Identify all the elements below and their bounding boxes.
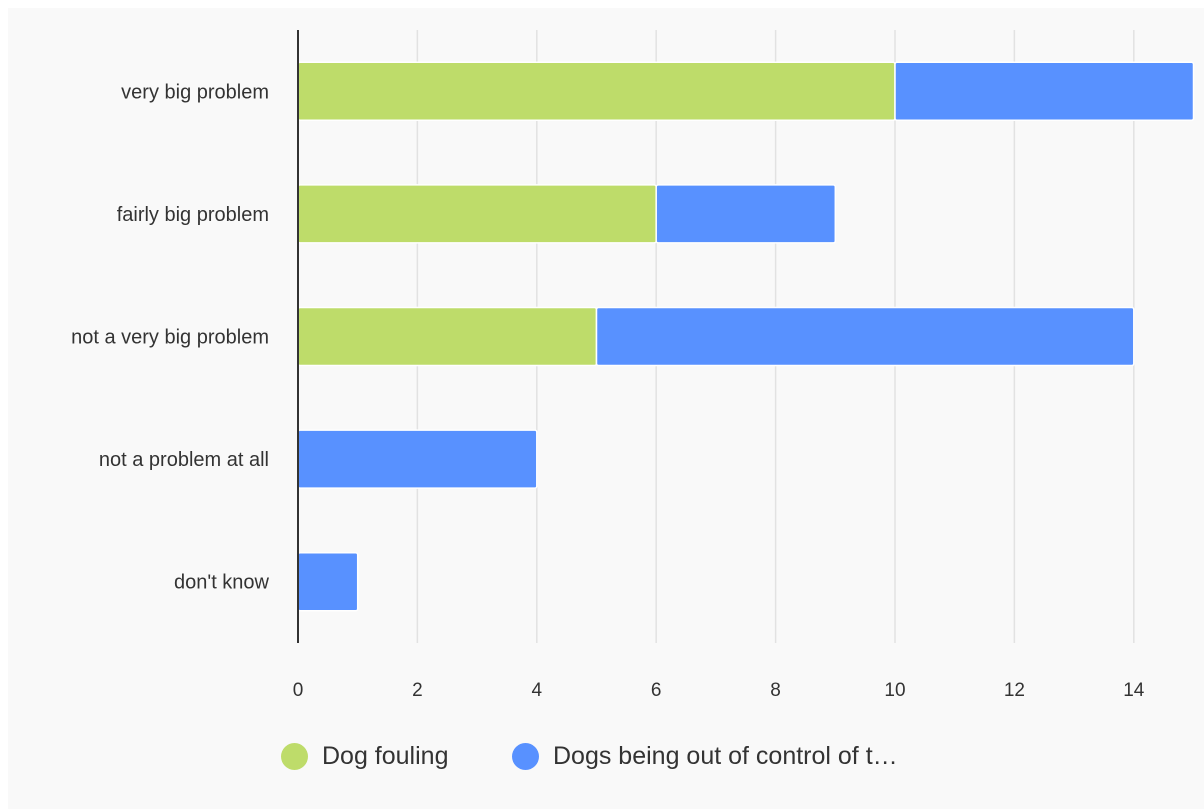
y-category-label: very big problem: [121, 81, 269, 103]
legend-item-dogs-out-of-control[interactable]: Dogs being out of control of t…: [512, 736, 898, 776]
y-category-label: not a very big problem: [71, 327, 269, 349]
stacked-bar-chart: 0 2 4 6 8 10 12 14 very big problem fairly big pr…: [71, 30, 1195, 701]
y-category-label: fairly big problem: [117, 204, 269, 226]
legend-swatch-dog-fouling: [281, 742, 308, 770]
bar-dogs-out-of-control-1[interactable]: [655, 184, 837, 244]
legend: Dog fouling Dogs being out of control of…: [8, 736, 1204, 776]
x-tick-label: 8: [770, 680, 781, 701]
tick-labels: 0 2 4 6 8 10 12 14 very big problem fairly big pr…: [71, 81, 1145, 701]
x-tick-label: 14: [1123, 680, 1145, 701]
bars: [297, 61, 1195, 612]
legend-item-dog-fouling[interactable]: Dog fouling: [281, 736, 448, 776]
bar-dogs-out-of-control-0[interactable]: [894, 61, 1195, 122]
bar-dog-fouling-2[interactable]: [297, 306, 598, 367]
legend-label-dogs-out-of-control: Dogs being out of control of t…: [553, 741, 898, 770]
x-tick-label: 10: [884, 680, 905, 701]
bar-dog-fouling-1[interactable]: [297, 184, 657, 244]
x-tick-label: 0: [293, 680, 304, 701]
bar-dogs-out-of-control-3[interactable]: [297, 429, 538, 489]
x-tick-label: 6: [651, 680, 662, 701]
x-tick-label: 4: [532, 680, 543, 701]
legend-label-dog-fouling: Dog fouling: [322, 741, 449, 770]
bar-dogs-out-of-control-4[interactable]: [297, 551, 359, 612]
y-category-label: don't know: [174, 572, 270, 594]
y-category-label: not a problem at all: [99, 449, 269, 471]
bar-dog-fouling-0[interactable]: [297, 61, 896, 122]
legend-swatch-dogs-out-of-control: [512, 742, 539, 770]
x-tick-label: 2: [412, 680, 423, 701]
bar-dogs-out-of-control-2[interactable]: [595, 306, 1135, 367]
x-tick-label: 12: [1004, 680, 1025, 701]
chart-panel: 0 2 4 6 8 10 12 14 very big problem fairly big pr…: [8, 8, 1204, 809]
